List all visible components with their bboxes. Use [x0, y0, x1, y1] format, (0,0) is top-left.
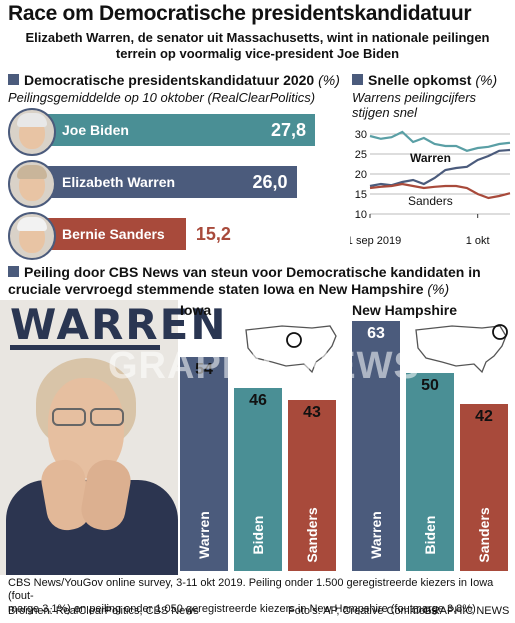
y-tick-label: 20: [355, 169, 367, 181]
page-title: Race om Democratische presidentskandidat…: [8, 2, 472, 25]
bar-candidate-label: Warren: [196, 511, 212, 559]
bar-sanders: 43 Sanders: [288, 400, 336, 571]
x-tick-label: 1 okt: [466, 235, 490, 247]
section-square-icon: [352, 74, 363, 85]
trend-note-line-2: stijgen snel: [352, 105, 418, 120]
y-tick-label: 15: [355, 189, 367, 201]
national-chart-title: Democratische presidentskandidatuur 2020…: [8, 72, 340, 88]
bar-value: 63: [367, 325, 385, 342]
warren-logo: WARREN: [10, 300, 228, 349]
bar-value-warren: 26,0: [252, 172, 288, 192]
bar-sanders: 42 Sanders: [460, 404, 508, 571]
us-map-new-hampshire-icon: [415, 324, 508, 374]
bar-biden: [30, 114, 315, 146]
y-tick-label: 30: [355, 129, 367, 141]
avatar-biden: [8, 108, 56, 156]
trend-note-line-1: Warrens peilingcijfers: [352, 90, 477, 105]
bar-value: 50: [421, 376, 439, 394]
avatar-hair: [17, 217, 47, 231]
series-label-warren: Warren: [410, 151, 451, 165]
bar-warren: 54 Warren: [180, 356, 228, 571]
series-label-sanders: Sanders: [408, 194, 453, 208]
trend-line-chart: 30 25 20 15 10 1 sep 2019 1 okt Biden Warren Sand…: [350, 128, 514, 247]
copyright: © GRAPHIC NEWS: [412, 605, 510, 617]
section-square-icon: [8, 74, 19, 85]
footnote: CBS News/YouGov online survey, 3-11 okt …: [8, 577, 508, 616]
subtitle-line-1: Elizabeth Warren, de senator uit Massach…: [25, 30, 490, 45]
bar-candidate-label: Biden: [422, 515, 438, 555]
glasses-icon: [52, 408, 86, 426]
bar-value-biden: 27,8: [271, 120, 307, 140]
photo-credits: Foto's: AP, Creative Commons: [288, 605, 437, 617]
line-sanders: [369, 182, 511, 200]
end-date-label: 10 okt: [479, 128, 514, 131]
avatar-warren: [8, 160, 56, 208]
state-name-iowa: Iowa: [180, 302, 212, 318]
trend-chart-title: Snelle opkomst (%): [352, 72, 497, 88]
avatar-hair: [17, 113, 47, 127]
bar-candidate-label: Warren: [368, 511, 384, 559]
avatar-sanders: [8, 212, 56, 260]
y-tick-label: 25: [355, 149, 367, 161]
line-biden: [369, 130, 511, 152]
y-tick-label: 10: [355, 209, 367, 221]
warren-logo-underline: [10, 345, 160, 350]
bar-warren: [30, 166, 297, 198]
bar-value: 43: [303, 404, 321, 422]
trend-chart-note: Warrens peilingcijfers stijgen snel: [352, 90, 476, 120]
page-subtitle: Elizabeth Warren, de senator uit Massach…: [0, 30, 515, 62]
bar-value-sanders: 15,2: [195, 224, 231, 244]
subtitle-line-2: terrein op voormalig vice-president Joe …: [115, 46, 400, 61]
bar-label-sanders: Bernie Sanders: [62, 226, 165, 242]
footnote-line-1: CBS News/YouGov online survey, 3-11 okt …: [8, 577, 494, 602]
sources: Bronnen: RealClearPolitics, CBS News: [8, 605, 199, 617]
series-label-biden: Biden: [418, 128, 449, 131]
state-name-new-hampshire: New Hampshire: [352, 302, 458, 318]
watermark: GRAPHIC NEWS: [108, 345, 420, 387]
bar-biden: 46 Biden: [234, 388, 282, 571]
bar-value: 54: [195, 360, 213, 378]
bar-value: 42: [475, 408, 493, 426]
glasses-icon: [90, 408, 124, 426]
national-chart-note: Peilingsgemiddelde op 10 oktober (RealCl…: [8, 90, 316, 105]
avatar-hair: [17, 165, 47, 179]
bar-candidate-label: Sanders: [476, 507, 492, 563]
bar-value: 46: [249, 392, 267, 410]
bar-label-warren: Elizabeth Warren: [62, 174, 176, 190]
bar-candidate-label: Biden: [250, 515, 266, 555]
bar-label-biden: Joe Biden: [62, 122, 129, 138]
state-title-line-1: Peiling door CBS News van steun voor Dem…: [8, 264, 481, 281]
footnote-line-2: marge 3,1%) en peiling onder 1.050 gereg…: [8, 603, 476, 615]
x-tick-label: 1 sep 2019: [350, 235, 401, 247]
bar-biden: 50 Biden: [406, 372, 454, 571]
bar-warren: 63 Warren: [352, 321, 400, 571]
bar-candidate-label: Sanders: [304, 507, 320, 563]
state-chart-title: Peiling door CBS News van steun voor Dem…: [8, 264, 481, 298]
section-square-icon: [8, 266, 19, 277]
state-title-line-2: cruciale vervroegd stemmende staten Iowa…: [8, 281, 450, 297]
us-map-iowa-icon: [245, 325, 337, 374]
